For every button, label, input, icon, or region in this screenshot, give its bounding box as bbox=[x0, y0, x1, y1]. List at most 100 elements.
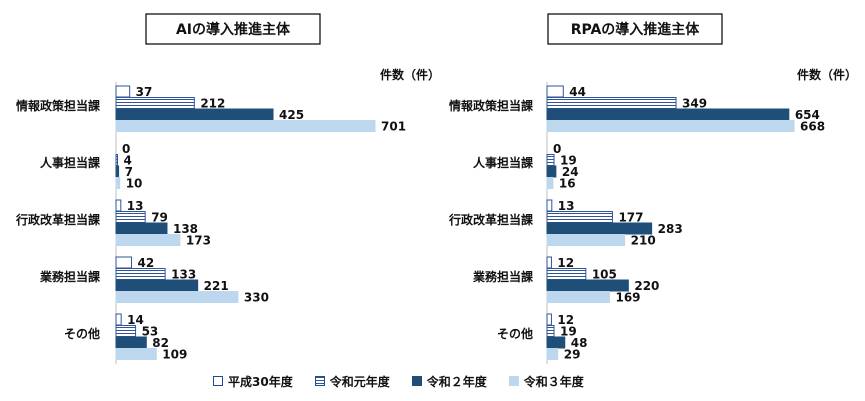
rpa-data-label: 283 bbox=[658, 222, 683, 236]
ai-data-label: 82 bbox=[152, 336, 169, 350]
ai-data-label: 13 bbox=[127, 199, 144, 213]
ai-data-label: 330 bbox=[244, 291, 269, 305]
ai-bar-r1 bbox=[115, 211, 146, 223]
rpa-bar-h30 bbox=[546, 256, 552, 269]
ai-bar-h30 bbox=[115, 256, 133, 269]
rpa-bar-r2 bbox=[546, 336, 566, 349]
legend-item-h30: 平成30年度 bbox=[213, 373, 293, 390]
legend-swatch-r1 bbox=[314, 376, 325, 386]
rpa-data-label: 210 bbox=[631, 234, 656, 248]
rpa-data-label: 12 bbox=[557, 313, 574, 327]
ai-title-box bbox=[145, 13, 321, 45]
rpa-bar-r1 bbox=[546, 97, 677, 109]
rpa-bar-r3 bbox=[546, 291, 610, 303]
legend-swatch-h30 bbox=[213, 376, 223, 386]
legend-label-r2: 令和２年度 bbox=[426, 374, 487, 389]
legend-swatch-r2 bbox=[411, 376, 422, 386]
legend-label-h30: 平成30年度 bbox=[228, 374, 293, 389]
ai-data-label: 425 bbox=[279, 108, 304, 122]
ai-data-label: 37 bbox=[136, 85, 153, 99]
ai-bar-r2 bbox=[115, 108, 274, 121]
rpa-data-label: 44 bbox=[569, 85, 586, 99]
rpa-category-label: その他 bbox=[497, 326, 533, 341]
rpa-data-label: 29 bbox=[564, 348, 581, 362]
ai-category-label: その他 bbox=[64, 326, 100, 341]
ai-bar-h30 bbox=[115, 85, 131, 98]
ai-bar-r1 bbox=[115, 268, 166, 280]
rpa-data-label: 654 bbox=[795, 108, 820, 122]
ai-bar-r3 bbox=[115, 291, 239, 303]
ai-category-label: 行政改革担当課 bbox=[15, 212, 101, 227]
ai-category-label: 業務担当課 bbox=[39, 269, 101, 284]
ai-chart-title: AIの導入推進主体 bbox=[176, 21, 291, 38]
ai-bar-h30 bbox=[115, 313, 122, 326]
legend-swatch-r3 bbox=[508, 376, 519, 386]
ai-data-label: 173 bbox=[186, 234, 211, 248]
legend-item-r2: 令和２年度 bbox=[411, 373, 487, 390]
ai-data-label: 0 bbox=[122, 142, 130, 156]
rpa-data-label: 177 bbox=[618, 211, 643, 225]
ai-bar-r1 bbox=[115, 325, 137, 337]
legend-label-r1: 令和元年度 bbox=[329, 374, 390, 389]
ai-bar-r2 bbox=[115, 336, 147, 349]
rpa-bar-r2 bbox=[546, 279, 629, 292]
ai-data-label: 701 bbox=[381, 120, 406, 134]
rpa-data-label: 0 bbox=[553, 142, 561, 156]
rpa-bar-r1 bbox=[546, 325, 555, 337]
ai-bar-r2 bbox=[115, 279, 199, 292]
rpa-title-box bbox=[547, 13, 723, 45]
rpa-data-label: 220 bbox=[634, 279, 659, 293]
rpa-bar-r3 bbox=[546, 177, 554, 189]
rpa-bar-r1 bbox=[546, 154, 555, 166]
ai-category-label: 情報政策担当課 bbox=[16, 98, 101, 113]
rpa-data-label: 105 bbox=[592, 268, 617, 282]
rpa-category-label: 情報政策担当課 bbox=[449, 98, 534, 113]
ai-data-label: 14 bbox=[127, 313, 144, 327]
rpa-data-label: 169 bbox=[615, 291, 640, 305]
ai-data-label: 53 bbox=[142, 325, 159, 339]
ai-category-label: 人事担当課 bbox=[40, 155, 101, 170]
ai-data-label: 42 bbox=[138, 256, 155, 270]
rpa-bar-r2 bbox=[546, 108, 790, 121]
ai-data-label: 7 bbox=[125, 165, 133, 179]
rpa-chart-title: RPAの導入推進主体 bbox=[571, 21, 701, 38]
rpa-data-label: 48 bbox=[571, 336, 588, 350]
legend: 平成30年度 令和元年度 令和２年度 令和３年度 bbox=[213, 371, 653, 391]
rpa-chart: RPAの導入推進主体件数（件）情報政策担当課44349654668人事担当課01… bbox=[448, 13, 857, 364]
rpa-bar-r3 bbox=[546, 234, 626, 246]
rpa-bar-h30 bbox=[546, 85, 564, 98]
legend-label-r3: 令和３年度 bbox=[523, 374, 584, 389]
ai-bar-r3 bbox=[115, 234, 181, 246]
ai-data-label: 133 bbox=[171, 268, 196, 282]
rpa-data-label: 16 bbox=[559, 177, 576, 191]
legend-item-r3: 令和３年度 bbox=[508, 373, 584, 390]
ai-bar-r1 bbox=[115, 97, 195, 109]
rpa-data-label: 12 bbox=[557, 256, 574, 270]
rpa-category-label: 行政改革担当課 bbox=[448, 212, 534, 227]
rpa-bar-r1 bbox=[546, 268, 587, 280]
ai-bar-r2 bbox=[115, 222, 168, 235]
rpa-data-label: 19 bbox=[560, 154, 577, 168]
ai-data-label: 109 bbox=[162, 348, 187, 362]
rpa-bar-r1 bbox=[546, 211, 613, 223]
legend-item-r1: 令和元年度 bbox=[314, 373, 390, 390]
ai-chart: AIの導入推進主体件数（件）情報政策担当課37212425701人事担当課047… bbox=[15, 13, 440, 364]
rpa-category-label: 業務担当課 bbox=[472, 269, 534, 284]
rpa-data-label: 24 bbox=[562, 165, 579, 179]
rpa-data-label: 13 bbox=[558, 199, 575, 213]
ai-data-label: 4 bbox=[123, 154, 131, 168]
rpa-bar-r3 bbox=[546, 348, 559, 360]
ai-data-label: 79 bbox=[151, 211, 168, 225]
rpa-unit-label: 件数（件） bbox=[797, 67, 857, 82]
ai-bar-r1 bbox=[115, 154, 118, 166]
ai-data-label: 212 bbox=[200, 97, 225, 111]
rpa-category-label: 人事担当課 bbox=[473, 155, 534, 170]
ai-bar-r2 bbox=[115, 165, 120, 178]
rpa-bar-h30 bbox=[546, 313, 552, 326]
rpa-data-label: 668 bbox=[800, 120, 825, 134]
ai-data-label: 10 bbox=[126, 177, 143, 191]
ai-unit-label: 件数（件） bbox=[380, 67, 440, 82]
ai-bar-r3 bbox=[115, 120, 376, 132]
rpa-bar-r3 bbox=[546, 120, 795, 132]
